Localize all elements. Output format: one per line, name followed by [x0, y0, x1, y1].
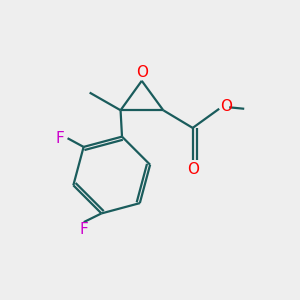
Text: O: O	[187, 162, 199, 177]
Text: F: F	[80, 222, 88, 237]
Text: O: O	[136, 65, 148, 80]
Text: F: F	[56, 131, 64, 146]
Text: O: O	[220, 99, 232, 114]
